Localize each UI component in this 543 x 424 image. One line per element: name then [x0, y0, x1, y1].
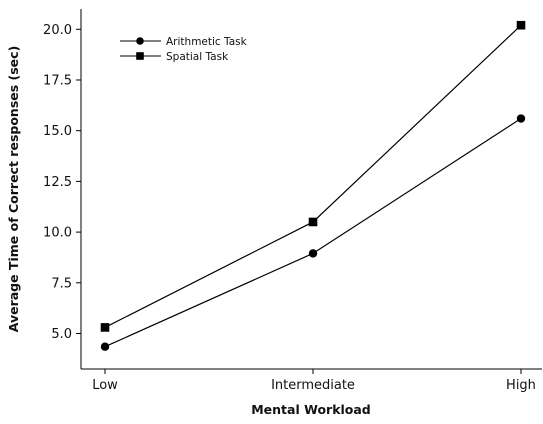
legend-label-spatial: Spatial Task: [166, 51, 229, 63]
data-point-spatial: [100, 323, 110, 332]
data-point-arithmetic: [100, 342, 110, 351]
y-tick-label: 15.0: [43, 124, 72, 139]
data-point-arithmetic: [308, 249, 318, 258]
x-tick-label: Low: [92, 378, 118, 393]
x-tick-label: Intermediate: [271, 378, 355, 393]
legend-label-arithmetic: Arithmetic Task: [166, 36, 248, 48]
y-ticks: 5.0 7.5 10.0 12.5 15.0 17.5 20.0: [43, 23, 81, 342]
y-tick-label: 10.0: [43, 226, 72, 241]
axes: [80, 9, 542, 370]
y-tick-label: 5.0: [51, 327, 72, 342]
y-tick-label: 17.5: [43, 73, 72, 88]
legend: Arithmetic Task Spatial Task: [120, 36, 248, 63]
x-axis-title: Mental Workload: [251, 402, 371, 417]
data-point-arithmetic: [516, 114, 526, 123]
legend-marker-arithmetic: [136, 37, 144, 45]
data-point-spatial: [516, 20, 526, 30]
y-tick-label: 20.0: [43, 23, 72, 38]
y-tick-label: 7.5: [51, 276, 72, 291]
x-tick-label: High: [506, 378, 536, 393]
series-line-arithmetic: [104, 118, 522, 348]
y-axis-title: Average Time of Correct responses (sec): [6, 46, 21, 333]
legend-marker-spatial: [136, 52, 144, 60]
y-tick-label: 12.5: [43, 175, 72, 190]
data-point-spatial: [308, 217, 318, 227]
series-line-spatial: [104, 24, 522, 328]
series-group: [100, 20, 526, 351]
x-ticks: Low Intermediate High: [92, 369, 536, 393]
